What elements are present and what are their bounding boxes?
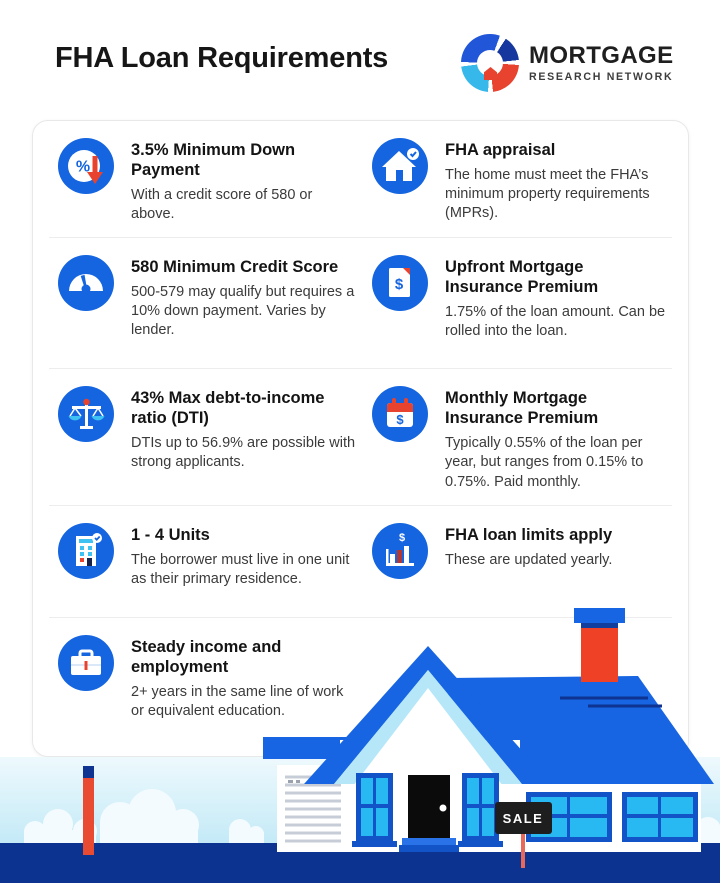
list-item-loan-limits: $ FHA loan limits apply These are update…: [372, 523, 672, 617]
item-description: The home must meet the FHA’s minimum pro…: [445, 167, 650, 222]
list-item-dti: 43% Max debt-to-income ratio (DTI) DTIs …: [58, 386, 358, 505]
item-title: FHA loan limits apply: [445, 526, 613, 544]
list-item-units: 1 - 4 Units The borrower must live in on…: [58, 523, 358, 617]
page-title: FHA Loan Requirements: [55, 42, 389, 74]
bar-chart-icon: $: [372, 523, 428, 579]
card-row: 580 Minimum Credit Score 500-579 may qua…: [49, 238, 672, 369]
card-row: 1 - 4 Units The borrower must live in on…: [49, 506, 672, 618]
briefcase-icon: [58, 635, 114, 691]
svg-text:$: $: [395, 276, 404, 293]
requirements-card: % 3.5% Minimum Down Payment With a credi…: [32, 120, 689, 757]
gable-roof: [304, 646, 552, 784]
item-title: 580 Minimum Credit Score: [131, 258, 339, 276]
item-title: FHA appraisal: [445, 141, 556, 159]
item-description: These are updated yearly.: [445, 552, 613, 569]
building-icon: [58, 523, 114, 579]
logo-subtitle: RESEARCH NETWORK: [529, 70, 674, 83]
chimney: [574, 608, 625, 682]
window: [458, 773, 503, 847]
item-title: 1 - 4 Units: [131, 526, 210, 544]
item-title: 43% Max debt-to-income ratio (DTI): [131, 389, 325, 428]
front-door: [399, 775, 459, 852]
item-title: Upfront Mortgage Insurance Premium: [445, 258, 599, 297]
percent-down-icon: %: [58, 138, 114, 194]
list-item-monthly-mip: $ Monthly Mortgage Insurance Premium Typ…: [372, 386, 672, 505]
card-row: 43% Max debt-to-income ratio (DTI) DTIs …: [49, 369, 672, 506]
document-dollar-icon: $: [372, 255, 428, 311]
item-description: 1.75% of the loan amount. Can be rolled …: [445, 304, 666, 340]
item-description: Typically 0.55% of the loan per year, bu…: [445, 435, 644, 490]
house: [263, 608, 714, 852]
item-description: 500-579 may qualify but requires a 10% d…: [131, 284, 355, 339]
mortgage-gauge-logo-icon: [461, 34, 519, 92]
brand-logo: MORTGAGE RESEARCH NETWORK: [461, 34, 674, 92]
house-icon: [484, 67, 497, 80]
list-item-steady-income: Steady income and employment 2+ years in…: [58, 635, 358, 757]
window: [622, 792, 698, 842]
logo-text: MORTGAGE RESEARCH NETWORK: [529, 41, 674, 83]
list-item-down-payment: % 3.5% Minimum Down Payment With a credi…: [58, 138, 358, 237]
item-title: 3.5% Minimum Down Payment: [131, 141, 296, 180]
list-item-credit-score: 580 Minimum Credit Score 500-579 may qua…: [58, 255, 358, 368]
item-description: With a credit score of 580 or above.: [131, 187, 313, 223]
signpost-pole: [83, 766, 94, 855]
item-description: DTIs up to 56.9% are possible with stron…: [131, 435, 356, 471]
svg-text:$: $: [399, 532, 405, 544]
item-title: Steady income and employment: [131, 638, 282, 677]
house-check-icon: [372, 138, 428, 194]
house-for-sale-illustration: SALE: [0, 608, 720, 883]
card-row: % 3.5% Minimum Down Payment With a credi…: [49, 121, 672, 238]
svg-text:%: %: [76, 159, 90, 176]
item-description: The borrower must live in one unit as th…: [131, 552, 350, 588]
item-description: 2+ years in the same line of work or equ…: [131, 684, 344, 720]
gable-face: [350, 688, 506, 790]
item-title: Monthly Mortgage Insurance Premium: [445, 389, 599, 428]
list-item-fha-appraisal: FHA appraisal The home must meet the FHA…: [372, 138, 672, 237]
svg-text:$: $: [396, 412, 404, 427]
scales-icon: [58, 386, 114, 442]
logo-name: MORTGAGE: [529, 41, 674, 69]
gauge-icon: [58, 255, 114, 311]
card-row: Steady income and employment 2+ years in…: [49, 618, 672, 757]
list-item-upfront-mip: $ Upfront Mortgage Insurance Premium 1.7…: [372, 255, 672, 368]
sale-sign-label: SALE: [503, 811, 544, 826]
calendar-dollar-icon: $: [372, 386, 428, 442]
window: [352, 773, 397, 847]
gable-trim: [334, 670, 522, 784]
sale-sign: SALE: [495, 802, 552, 868]
